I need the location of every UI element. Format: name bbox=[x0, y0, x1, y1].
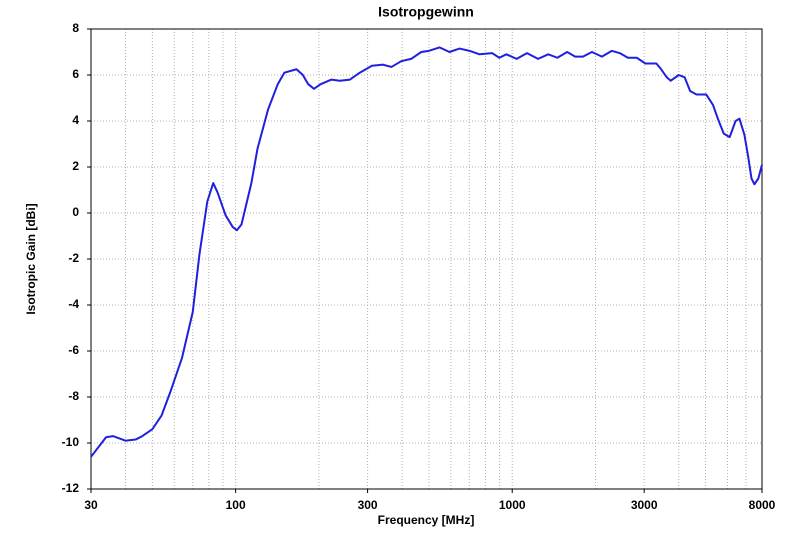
x-tick-label: 8000 bbox=[749, 498, 776, 512]
x-axis-label: Frequency [MHz] bbox=[378, 513, 475, 527]
y-tick-label: -8 bbox=[68, 389, 79, 403]
y-axis-label: Isotropic Gain [dBi] bbox=[24, 203, 38, 314]
y-tick-label: 0 bbox=[72, 205, 79, 219]
x-tick-label: 100 bbox=[226, 498, 246, 512]
y-tick-label: 4 bbox=[72, 113, 79, 127]
y-tick-label: -2 bbox=[68, 251, 79, 265]
x-tick-label: 300 bbox=[358, 498, 378, 512]
y-tick-label: -4 bbox=[68, 297, 79, 311]
chart-title: Isotropgewinn bbox=[378, 4, 474, 20]
y-tick-label: 6 bbox=[72, 67, 79, 81]
plot-frame bbox=[90, 28, 763, 490]
x-tick-label: 3000 bbox=[631, 498, 658, 512]
y-tick-label: -12 bbox=[62, 481, 80, 495]
x-tick-label: 30 bbox=[84, 498, 98, 512]
y-tick-label: 8 bbox=[72, 21, 79, 35]
data-line bbox=[90, 46, 763, 458]
y-tick-label: 2 bbox=[72, 159, 79, 173]
y-tick-label: -6 bbox=[68, 343, 79, 357]
y-tick-label: -10 bbox=[62, 435, 80, 449]
x-tick-label: 1000 bbox=[499, 498, 526, 512]
